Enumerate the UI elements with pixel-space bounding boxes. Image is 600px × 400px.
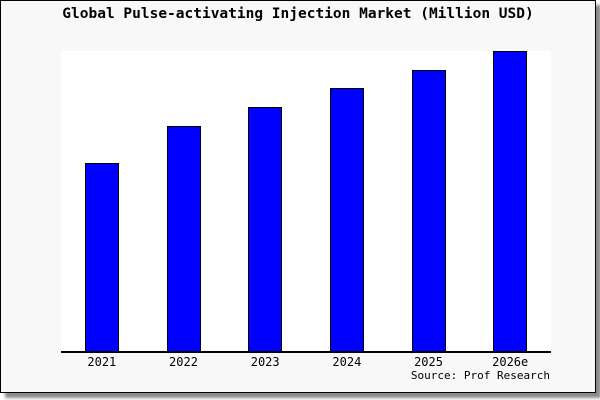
plot-area bbox=[61, 51, 551, 353]
bar-slot bbox=[469, 51, 551, 351]
bar-2022 bbox=[166, 126, 201, 351]
x-axis-labels: 2021 2022 2023 2024 2025 2026e bbox=[61, 355, 551, 369]
chart-title: Global Pulse-activating Injection Market… bbox=[62, 6, 534, 22]
x-tick-label-2022: 2022 bbox=[169, 355, 198, 369]
bar-slot bbox=[388, 51, 470, 351]
bar-slot bbox=[224, 51, 306, 351]
x-tick-label-2024: 2024 bbox=[332, 355, 362, 369]
x-tick-label-2021: 2021 bbox=[87, 355, 117, 369]
bar-2026e bbox=[493, 51, 528, 351]
bar-slot bbox=[143, 51, 225, 351]
bar-2024 bbox=[329, 88, 364, 351]
bar-2025 bbox=[411, 70, 446, 351]
bars-container bbox=[61, 51, 551, 351]
bar-slot bbox=[61, 51, 143, 351]
x-tick-label-2025: 2025 bbox=[414, 355, 443, 369]
x-tick-label-2023: 2023 bbox=[250, 355, 280, 369]
bar-2021 bbox=[84, 163, 119, 351]
source-caption: Source: Prof Research bbox=[410, 369, 550, 382]
bar-2023 bbox=[248, 107, 283, 351]
x-tick-label-2026e: 2026e bbox=[492, 355, 529, 369]
bar-slot bbox=[306, 51, 388, 351]
chart-panel: Global Pulse-activating Injection Market… bbox=[0, 0, 596, 393]
